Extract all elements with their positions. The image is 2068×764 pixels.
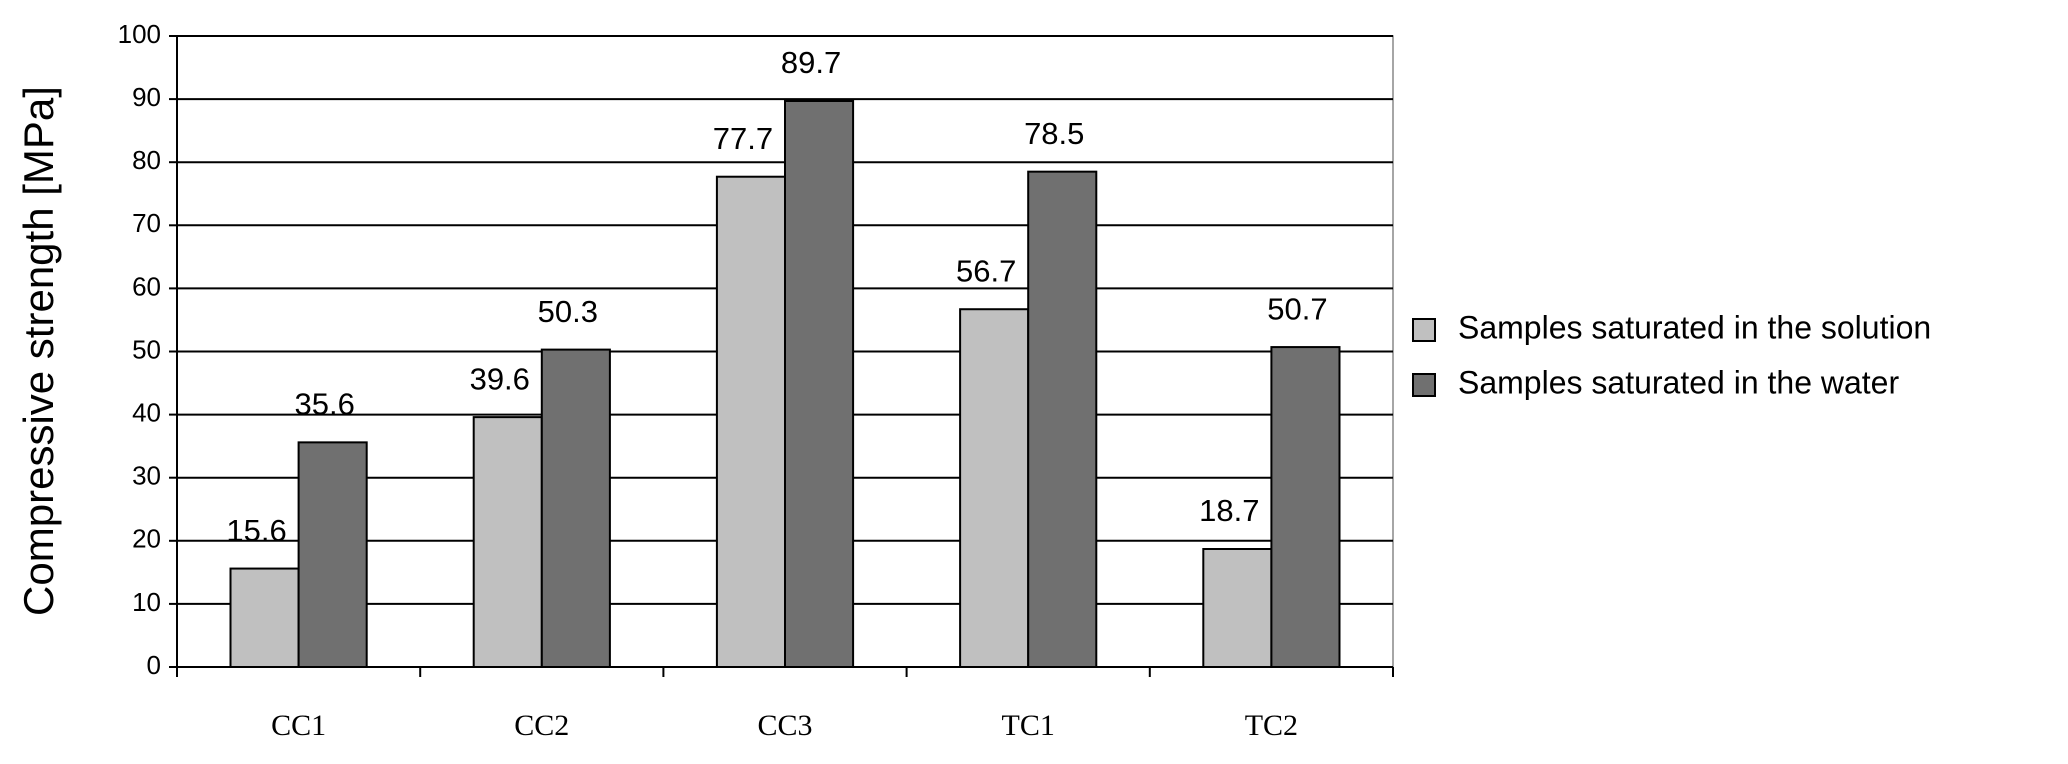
bar bbox=[959, 308, 1030, 668]
data-label: 78.5 bbox=[1024, 116, 1084, 151]
data-label: 18.7 bbox=[1199, 493, 1259, 528]
y-tick-label: 50 bbox=[132, 334, 161, 364]
data-label: 39.6 bbox=[470, 361, 530, 396]
data-label: 89.7 bbox=[781, 45, 841, 80]
data-label: 35.6 bbox=[294, 387, 354, 422]
data-label: 56.7 bbox=[956, 253, 1016, 288]
data-label: 15.6 bbox=[226, 513, 286, 548]
y-tick-label: 10 bbox=[132, 587, 161, 617]
x-tick-label: TC2 bbox=[1245, 709, 1298, 742]
bar bbox=[784, 99, 855, 669]
y-tick-label: 100 bbox=[118, 19, 161, 49]
data-label: 50.7 bbox=[1267, 291, 1327, 326]
legend-label: Samples saturated in the solution bbox=[1458, 309, 1931, 345]
bar bbox=[540, 348, 611, 668]
bar bbox=[715, 175, 786, 668]
bar bbox=[297, 441, 368, 669]
y-tick-label: 40 bbox=[132, 397, 161, 427]
y-tick-label: 60 bbox=[132, 271, 161, 301]
bar bbox=[1202, 548, 1273, 668]
bar bbox=[472, 416, 543, 668]
y-tick-label: 90 bbox=[132, 82, 161, 112]
bar bbox=[1027, 170, 1098, 668]
x-tick-label: CC3 bbox=[757, 709, 812, 742]
legend-label: Samples saturated in the water bbox=[1458, 364, 1899, 400]
x-tick-label: TC1 bbox=[1002, 709, 1055, 742]
bar bbox=[229, 567, 300, 669]
x-tick-label: CC1 bbox=[271, 709, 326, 742]
legend-swatch bbox=[1412, 373, 1436, 397]
y-tick-label: 0 bbox=[147, 650, 161, 680]
data-label: 77.7 bbox=[713, 121, 773, 156]
data-label: 50.3 bbox=[538, 294, 598, 329]
legend-swatch bbox=[1412, 318, 1436, 342]
bar bbox=[1270, 346, 1341, 668]
y-tick-label: 70 bbox=[132, 208, 161, 238]
x-tick-label: CC2 bbox=[514, 709, 569, 742]
y-tick-label: 30 bbox=[132, 461, 161, 491]
y-tick-label: 20 bbox=[132, 524, 161, 554]
y-tick-label: 80 bbox=[132, 145, 161, 175]
y-axis-label: Compressive strength [MPa] bbox=[15, 86, 62, 616]
